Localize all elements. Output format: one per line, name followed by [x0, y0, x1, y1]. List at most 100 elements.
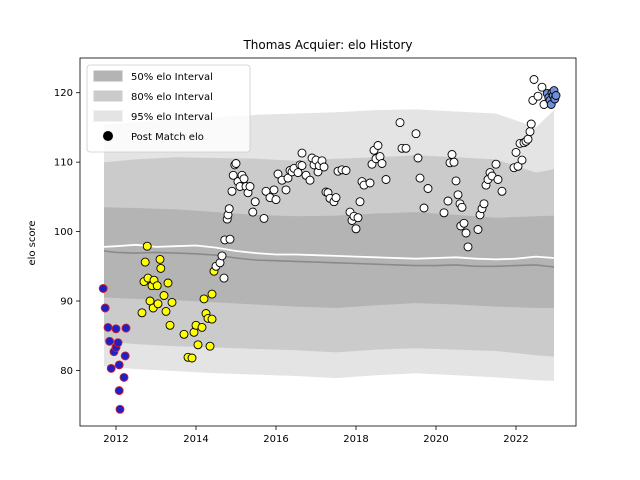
- legend-label: 80% elo Interval: [131, 92, 213, 103]
- data-point: [517, 155, 527, 165]
- data-point: [365, 178, 375, 188]
- data-point: [187, 353, 197, 363]
- data-point: [113, 338, 123, 348]
- data-point: [225, 234, 235, 244]
- data-point: [377, 159, 387, 168]
- data-point: [197, 322, 207, 332]
- data-point: [411, 129, 421, 139]
- data-point: [305, 175, 315, 185]
- data-point: [341, 166, 351, 175]
- data-point: [207, 289, 217, 299]
- data-point: [205, 341, 215, 351]
- data-point: [227, 186, 237, 196]
- data-point: [447, 150, 457, 159]
- data-point: [497, 186, 507, 196]
- x-tick-label: 2016: [263, 434, 288, 445]
- data-point: [493, 175, 503, 184]
- data-point: [121, 323, 131, 333]
- data-point: [248, 207, 258, 217]
- legend-label: Post Match elo: [131, 132, 204, 143]
- y-tick-label: 90: [60, 297, 73, 308]
- data-point: [165, 320, 175, 330]
- y-tick-label: 100: [54, 227, 73, 238]
- y-tick-label: 80: [60, 366, 73, 377]
- x-tick-label: 2014: [183, 434, 208, 445]
- data-point: [271, 195, 281, 205]
- legend-frame: [86, 64, 251, 153]
- y-tick-label: 120: [54, 88, 73, 99]
- post-match-points: [98, 75, 561, 414]
- data-point: [443, 196, 453, 206]
- x-tick-label: 2020: [423, 434, 448, 445]
- data-point: [111, 324, 121, 334]
- data-point: [119, 372, 129, 382]
- data-point: [297, 161, 307, 171]
- data-point: [473, 225, 483, 234]
- data-point: [231, 159, 241, 168]
- y-axis-ticks: 80 90 100 110 120: [54, 88, 80, 377]
- data-point: [259, 213, 269, 223]
- y-tick-label: 110: [54, 158, 73, 169]
- data-point: [106, 363, 116, 373]
- data-point: [199, 294, 209, 304]
- data-point: [457, 202, 467, 212]
- data-point: [297, 148, 307, 158]
- legend-swatch: [93, 70, 123, 82]
- data-point: [453, 190, 463, 200]
- data-point: [529, 75, 539, 84]
- band-50: [104, 207, 554, 308]
- data-point: [533, 91, 543, 101]
- data-point: [156, 263, 166, 273]
- data-point: [114, 360, 124, 370]
- data-point: [551, 91, 561, 100]
- legend: 50% elo Interval 80% elo Interval 95% elo …: [86, 64, 251, 153]
- data-point: [207, 314, 217, 324]
- data-point: [179, 329, 189, 339]
- plot-area: [98, 75, 561, 414]
- data-point: [491, 159, 501, 169]
- data-point: [439, 208, 449, 218]
- data-point: [103, 322, 113, 332]
- data-point: [142, 241, 152, 251]
- data-point: [245, 182, 255, 191]
- data-point: [161, 306, 171, 316]
- data-point: [219, 273, 229, 283]
- y-axis-label: elo score: [27, 220, 38, 265]
- data-point: [537, 82, 547, 92]
- data-point: [217, 251, 227, 261]
- data-point: [120, 351, 130, 361]
- data-point: [381, 175, 391, 184]
- data-point: [526, 119, 536, 129]
- data-point: [153, 299, 163, 309]
- data-point: [513, 161, 523, 171]
- mean-line: [103, 243, 555, 261]
- data-point: [525, 127, 535, 137]
- data-point: [105, 336, 115, 346]
- data-point: [331, 193, 341, 203]
- data-point: [395, 118, 405, 128]
- data-point: [137, 308, 147, 318]
- data-point: [373, 141, 383, 150]
- data-point: [224, 204, 234, 214]
- data-point: [523, 134, 533, 144]
- data-point: [269, 185, 279, 195]
- data-point: [281, 185, 291, 195]
- x-axis-ticks: 2012 2014 2016 2018 2020 2022: [103, 426, 529, 445]
- plot-frame: [79, 57, 577, 427]
- data-point: [140, 257, 150, 267]
- data-point: [355, 197, 365, 207]
- data-point: [353, 213, 363, 223]
- data-point: [423, 184, 433, 193]
- data-point: [228, 170, 238, 180]
- data-point: [479, 199, 489, 209]
- data-point: [459, 218, 469, 228]
- data-point: [100, 303, 110, 313]
- trend-lines: [103, 243, 555, 268]
- x-tick-label: 2022: [503, 434, 528, 445]
- data-point: [511, 147, 521, 157]
- data-point: [98, 284, 108, 293]
- data-point: [401, 143, 411, 153]
- data-point: [273, 169, 283, 179]
- legend-label: 50% elo Interval: [131, 72, 213, 83]
